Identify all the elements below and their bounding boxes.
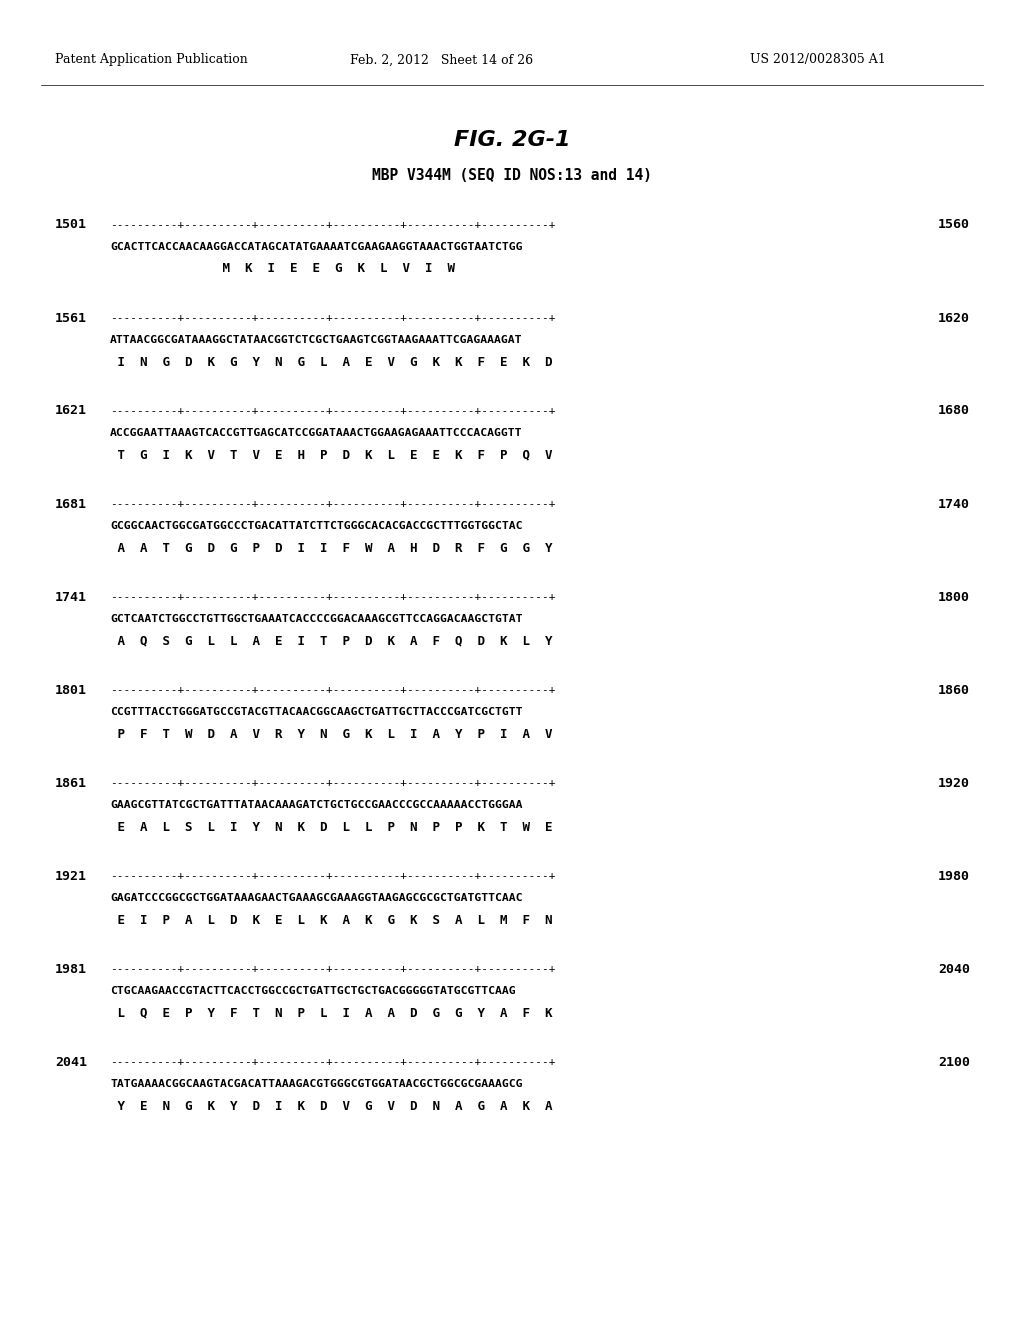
Text: ----------+----------+----------+----------+----------+----------+: ----------+----------+----------+-------… (110, 407, 555, 416)
Text: 1741: 1741 (55, 590, 87, 603)
Text: ----------+----------+----------+----------+----------+----------+: ----------+----------+----------+-------… (110, 871, 555, 880)
Text: CCGTTTACCTGGGATGCCGTACGTTACAACGGCAAGCTGATTGCTTACCCGATCGCTGTT: CCGTTTACCTGGGATGCCGTACGTTACAACGGCAAGCTGA… (110, 708, 522, 717)
Text: 1920: 1920 (938, 776, 970, 789)
Text: CTGCAAGAACCGTACTTCACCTGGCCGCTGATTGCTGCTGACGGGGGTATGCGTTCAAG: CTGCAAGAACCGTACTTCACCTGGCCGCTGATTGCTGCTG… (110, 986, 516, 997)
Text: FIG. 2G-1: FIG. 2G-1 (454, 129, 570, 150)
Text: M  K  I  E  E  G  K  L  V  I  W: M K I E E G K L V I W (110, 263, 455, 276)
Text: T  G  I  K  V  T  V  E  H  P  D  K  L  E  E  K  F  P  Q  V: T G I K V T V E H P D K L E E K F P Q V (110, 449, 553, 462)
Text: Feb. 2, 2012   Sheet 14 of 26: Feb. 2, 2012 Sheet 14 of 26 (350, 54, 534, 66)
Text: 1981: 1981 (55, 962, 87, 975)
Text: GCACTTCACCAACAAGGACCATAGCATATGAAAATCGAAGAAGGTAAACTGGTAATCTGG: GCACTTCACCAACAAGGACCATAGCATATGAAAATCGAAG… (110, 242, 522, 252)
Text: 1680: 1680 (938, 404, 970, 417)
Text: 1921: 1921 (55, 870, 87, 883)
Text: L  Q  E  P  Y  F  T  N  P  L  I  A  A  D  G  G  Y  A  F  K: L Q E P Y F T N P L I A A D G G Y A F K (110, 1007, 553, 1019)
Text: 1681: 1681 (55, 498, 87, 511)
Text: 2040: 2040 (938, 962, 970, 975)
Text: ----------+----------+----------+----------+----------+----------+: ----------+----------+----------+-------… (110, 1057, 555, 1067)
Text: ATTAACGGCGATAAAGGCTATAACGGTCTCGCTGAAGTCGGTAAGAAATTCGAGAAAGAT: ATTAACGGCGATAAAGGCTATAACGGTCTCGCTGAAGTCG… (110, 335, 522, 345)
Text: 2041: 2041 (55, 1056, 87, 1068)
Text: E  I  P  A  L  D  K  E  L  K  A  K  G  K  S  A  L  M  F  N: E I P A L D K E L K A K G K S A L M F N (110, 913, 553, 927)
Text: 1801: 1801 (55, 684, 87, 697)
Text: ----------+----------+----------+----------+----------+----------+: ----------+----------+----------+-------… (110, 313, 555, 323)
Text: GCTCAATCTGGCCTGTTGGCTGAAATCACCCCGGACAAAGCGTTCCAGGACAAGCTGTAT: GCTCAATCTGGCCTGTTGGCTGAAATCACCCCGGACAAAG… (110, 614, 522, 624)
Text: 1980: 1980 (938, 870, 970, 883)
Text: ACCGGAATTAAAGTCACCGTTGAGCATCCGGATAAACTGGAAGAGAAATTCCCACAGGTT: ACCGGAATTAAAGTCACCGTTGAGCATCCGGATAAACTGG… (110, 428, 522, 438)
Text: 1800: 1800 (938, 590, 970, 603)
Text: 1621: 1621 (55, 404, 87, 417)
Text: Y  E  N  G  K  Y  D  I  K  D  V  G  V  D  N  A  G  A  K  A: Y E N G K Y D I K D V G V D N A G A K A (110, 1100, 553, 1113)
Text: E  A  L  S  L  I  Y  N  K  D  L  L  P  N  P  P  K  T  W  E: E A L S L I Y N K D L L P N P P K T W E (110, 821, 553, 833)
Text: ----------+----------+----------+----------+----------+----------+: ----------+----------+----------+-------… (110, 964, 555, 974)
Text: 1620: 1620 (938, 312, 970, 325)
Text: 1501: 1501 (55, 219, 87, 231)
Text: US 2012/0028305 A1: US 2012/0028305 A1 (750, 54, 886, 66)
Text: ----------+----------+----------+----------+----------+----------+: ----------+----------+----------+-------… (110, 499, 555, 510)
Text: 1561: 1561 (55, 312, 87, 325)
Text: I  N  G  D  K  G  Y  N  G  L  A  E  V  G  K  K  F  E  K  D: I N G D K G Y N G L A E V G K K F E K D (110, 355, 553, 368)
Text: 1560: 1560 (938, 219, 970, 231)
Text: ----------+----------+----------+----------+----------+----------+: ----------+----------+----------+-------… (110, 777, 555, 788)
Text: 1860: 1860 (938, 684, 970, 697)
Text: P  F  T  W  D  A  V  R  Y  N  G  K  L  I  A  Y  P  I  A  V: P F T W D A V R Y N G K L I A Y P I A V (110, 727, 553, 741)
Text: TATGAAAACGGCAAGTACGACATTAAAGACGTGGGCGTGGATAACGCTGGCGCGAAAGCG: TATGAAAACGGCAAGTACGACATTAAAGACGTGGGCGTGG… (110, 1078, 522, 1089)
Text: GAGATCCCGGCGCTGGATAAAGAACTGAAAGCGAAAGGTAAGAGCGCGCTGATGTTCAAC: GAGATCCCGGCGCTGGATAAAGAACTGAAAGCGAAAGGTA… (110, 894, 522, 903)
Text: ----------+----------+----------+----------+----------+----------+: ----------+----------+----------+-------… (110, 220, 555, 230)
Text: ----------+----------+----------+----------+----------+----------+: ----------+----------+----------+-------… (110, 685, 555, 696)
Text: 1740: 1740 (938, 498, 970, 511)
Text: A  Q  S  G  L  L  A  E  I  T  P  D  K  A  F  Q  D  K  L  Y: A Q S G L L A E I T P D K A F Q D K L Y (110, 635, 553, 648)
Text: 1861: 1861 (55, 776, 87, 789)
Text: ----------+----------+----------+----------+----------+----------+: ----------+----------+----------+-------… (110, 591, 555, 602)
Text: Patent Application Publication: Patent Application Publication (55, 54, 248, 66)
Text: 2100: 2100 (938, 1056, 970, 1068)
Text: GAAGCGTTATCGCTGATTTATAACAAAGATCTGCTGCCGAACCCGCCAAAAACCTGGGAA: GAAGCGTTATCGCTGATTTATAACAAAGATCTGCTGCCGA… (110, 800, 522, 810)
Text: MBP V344M (SEQ ID NOS:13 and 14): MBP V344M (SEQ ID NOS:13 and 14) (372, 168, 652, 182)
Text: A  A  T  G  D  G  P  D  I  I  F  W  A  H  D  R  F  G  G  Y: A A T G D G P D I I F W A H D R F G G Y (110, 541, 553, 554)
Text: GCGGCAACTGGCGATGGCCCTGACATTATCTTCTGGGCACACGACCGCTTTGGTGGCTAC: GCGGCAACTGGCGATGGCCCTGACATTATCTTCTGGGCAC… (110, 521, 522, 531)
